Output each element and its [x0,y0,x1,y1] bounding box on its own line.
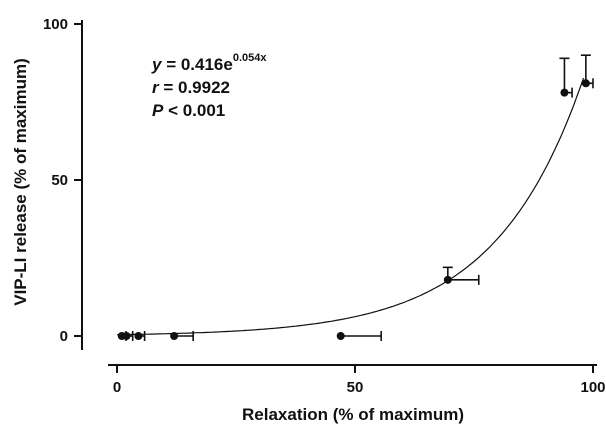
y-tick-label: 100 [43,16,68,33]
data-point [134,332,143,340]
fit-curve [117,77,585,336]
data-point [170,332,179,340]
data-point [560,88,569,97]
equation-exponent: 0.054x [233,52,268,64]
r-value-line: r = 0.9922 [152,78,230,97]
p-symbol: P [152,101,164,120]
y-tick-label: 50 [51,172,68,189]
x-tick-label: 100 [580,379,605,396]
data-points-group [117,54,594,341]
y-ticks: 0 50 100 [43,16,82,345]
x-tick-label: 0 [113,379,121,396]
x-axis-label: Relaxation (% of maximum) [242,405,464,424]
r-symbol: r [152,78,160,97]
r-value: = 0.9922 [159,78,230,97]
y-axis-label: VIP-LI release (% of maximum) [11,58,30,306]
x-tick-label: 50 [347,379,364,396]
p-value: < 0.001 [163,101,225,120]
equation-line: y = 0.416e0.054x [151,52,267,74]
equation-y: y [151,55,163,74]
x-ticks: 0 50 100 [113,365,606,396]
fit-annotation: y = 0.416e0.054x r = 0.9922 P < 0.001 [151,52,267,120]
p-value-line: P < 0.001 [152,101,225,120]
fit-curve-group [117,77,585,336]
data-point [581,79,590,88]
data-point [443,275,452,284]
axes [81,20,597,366]
y-tick-label: 0 [60,328,68,345]
equation-body: = 0.416e [161,55,232,74]
data-point [336,332,345,340]
data-point [122,332,131,340]
